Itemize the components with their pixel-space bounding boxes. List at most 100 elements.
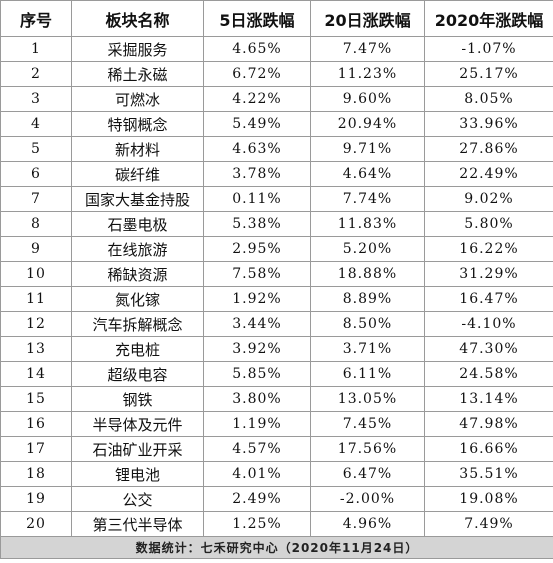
- cell-index: 1: [0, 36, 72, 62]
- cell-5day-change: 4.57%: [203, 436, 311, 462]
- header-index: 序号: [0, 0, 72, 37]
- cell-2020-change: -1.07%: [424, 36, 553, 62]
- header-row: 序号 板块名称 5日涨跌幅 20日涨跌幅 2020年涨跌幅: [0, 0, 553, 37]
- cell-5day-change: 6.72%: [203, 61, 311, 87]
- table-row: 1 采掘服务 4.65% 7.47% -1.07%: [0, 36, 553, 62]
- table-row: 13 充电桩 3.92% 3.71% 47.30%: [0, 336, 553, 362]
- cell-index: 6: [0, 161, 72, 187]
- table-footer: 数据统计：七禾研究中心（2020年11月24日）: [0, 536, 553, 559]
- table-row: 15 钢铁 3.80% 13.05% 13.14%: [0, 386, 553, 412]
- cell-sector-name: 新材料: [71, 136, 204, 162]
- cell-2020-change: 16.66%: [424, 436, 553, 462]
- cell-2020-change: 31.29%: [424, 261, 553, 287]
- cell-20day-change: 8.50%: [310, 311, 425, 337]
- cell-2020-change: 13.14%: [424, 386, 553, 412]
- cell-2020-change: 35.51%: [424, 461, 553, 487]
- cell-2020-change: 5.80%: [424, 211, 553, 237]
- cell-index: 14: [0, 361, 72, 387]
- table-row: 5 新材料 4.63% 9.71% 27.86%: [0, 136, 553, 162]
- cell-sector-name: 汽车拆解概念: [71, 311, 204, 337]
- cell-sector-name: 公交: [71, 486, 204, 512]
- cell-2020-change: 8.05%: [424, 86, 553, 112]
- cell-5day-change: 3.44%: [203, 311, 311, 337]
- cell-2020-change: 9.02%: [424, 186, 553, 212]
- table-row: 9 在线旅游 2.95% 5.20% 16.22%: [0, 236, 553, 262]
- cell-20day-change: -2.00%: [310, 486, 425, 512]
- cell-20day-change: 6.47%: [310, 461, 425, 487]
- table-body: 1 采掘服务 4.65% 7.47% -1.07% 2 稀土永磁 6.72% 11.23% 25.…: [0, 36, 553, 537]
- cell-sector-name: 钢铁: [71, 386, 204, 412]
- cell-sector-name: 充电桩: [71, 336, 204, 362]
- cell-index: 2: [0, 61, 72, 87]
- cell-2020-change: 47.98%: [424, 411, 553, 437]
- table-header: 序号 板块名称 5日涨跌幅 20日涨跌幅 2020年涨跌幅: [0, 0, 553, 37]
- table-row: 17 石油矿业开采 4.57% 17.56% 16.66%: [0, 436, 553, 462]
- cell-2020-change: 16.47%: [424, 286, 553, 312]
- cell-20day-change: 9.71%: [310, 136, 425, 162]
- cell-sector-name: 国家大基金持股: [71, 186, 204, 212]
- cell-5day-change: 7.58%: [203, 261, 311, 287]
- cell-sector-name: 稀缺资源: [71, 261, 204, 287]
- header-20day-change: 20日涨跌幅: [310, 0, 425, 37]
- cell-20day-change: 9.60%: [310, 86, 425, 112]
- cell-5day-change: 5.85%: [203, 361, 311, 387]
- cell-sector-name: 采掘服务: [71, 36, 204, 62]
- cell-5day-change: 1.92%: [203, 286, 311, 312]
- cell-20day-change: 3.71%: [310, 336, 425, 362]
- cell-2020-change: 47.30%: [424, 336, 553, 362]
- cell-20day-change: 18.88%: [310, 261, 425, 287]
- cell-index: 5: [0, 136, 72, 162]
- table-row: 14 超级电容 5.85% 6.11% 24.58%: [0, 361, 553, 387]
- cell-index: 10: [0, 261, 72, 287]
- cell-index: 9: [0, 236, 72, 262]
- cell-index: 11: [0, 286, 72, 312]
- table-row: 19 公交 2.49% -2.00% 19.08%: [0, 486, 553, 512]
- cell-5day-change: 4.22%: [203, 86, 311, 112]
- cell-index: 18: [0, 461, 72, 487]
- cell-index: 12: [0, 311, 72, 337]
- cell-sector-name: 在线旅游: [71, 236, 204, 262]
- cell-sector-name: 可燃冰: [71, 86, 204, 112]
- table-row: 7 国家大基金持股 0.11% 7.74% 9.02%: [0, 186, 553, 212]
- cell-20day-change: 6.11%: [310, 361, 425, 387]
- cell-20day-change: 7.74%: [310, 186, 425, 212]
- cell-index: 15: [0, 386, 72, 412]
- cell-20day-change: 8.89%: [310, 286, 425, 312]
- header-5day-change: 5日涨跌幅: [203, 0, 311, 37]
- cell-20day-change: 20.94%: [310, 111, 425, 137]
- cell-2020-change: 27.86%: [424, 136, 553, 162]
- cell-5day-change: 4.63%: [203, 136, 311, 162]
- header-sector-name: 板块名称: [71, 0, 204, 37]
- cell-5day-change: 5.49%: [203, 111, 311, 137]
- cell-5day-change: 2.95%: [203, 236, 311, 262]
- cell-20day-change: 17.56%: [310, 436, 425, 462]
- footer-row: 数据统计：七禾研究中心（2020年11月24日）: [0, 536, 553, 559]
- cell-sector-name: 第三代半导体: [71, 511, 204, 537]
- cell-5day-change: 1.19%: [203, 411, 311, 437]
- table-row: 12 汽车拆解概念 3.44% 8.50% -4.10%: [0, 311, 553, 337]
- cell-index: 20: [0, 511, 72, 537]
- table-row: 4 特钢概念 5.49% 20.94% 33.96%: [0, 111, 553, 137]
- cell-2020-change: 16.22%: [424, 236, 553, 262]
- table-row: 18 锂电池 4.01% 6.47% 35.51%: [0, 461, 553, 487]
- cell-20day-change: 11.23%: [310, 61, 425, 87]
- cell-20day-change: 7.47%: [310, 36, 425, 62]
- cell-5day-change: 5.38%: [203, 211, 311, 237]
- table-row: 16 半导体及元件 1.19% 7.45% 47.98%: [0, 411, 553, 437]
- cell-20day-change: 4.64%: [310, 161, 425, 187]
- cell-sector-name: 半导体及元件: [71, 411, 204, 437]
- cell-20day-change: 4.96%: [310, 511, 425, 537]
- cell-2020-change: -4.10%: [424, 311, 553, 337]
- cell-5day-change: 4.65%: [203, 36, 311, 62]
- table-row: 11 氮化镓 1.92% 8.89% 16.47%: [0, 286, 553, 312]
- table-row: 20 第三代半导体 1.25% 4.96% 7.49%: [0, 511, 553, 537]
- cell-sector-name: 碳纤维: [71, 161, 204, 187]
- cell-index: 7: [0, 186, 72, 212]
- cell-20day-change: 5.20%: [310, 236, 425, 262]
- cell-5day-change: 3.92%: [203, 336, 311, 362]
- cell-sector-name: 石油矿业开采: [71, 436, 204, 462]
- cell-index: 19: [0, 486, 72, 512]
- cell-2020-change: 19.08%: [424, 486, 553, 512]
